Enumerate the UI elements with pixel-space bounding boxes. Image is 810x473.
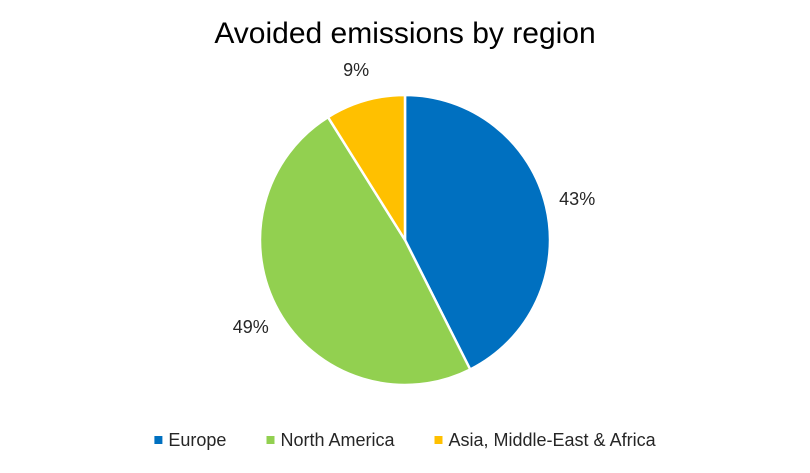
legend-label-europe: Europe (168, 430, 226, 450)
chart-title: Avoided emissions by region (214, 17, 595, 50)
pie-slice-europe (403, 93, 552, 371)
data-label-europe: 43% (559, 189, 595, 209)
legend-label-asia-middle-east-and-africa: Asia, Middle-East & Africa (449, 430, 657, 450)
data-label-asia-middle-east-and-africa: 9% (343, 60, 369, 80)
pie-data-labels: 43% 49% 9% (233, 60, 595, 337)
legend-swatch-asia-middle-east-and-africa (434, 436, 443, 444)
legend-label-north-america: North America (281, 430, 396, 450)
pie-slice-north-america (258, 115, 472, 387)
data-label-north-america: 49% (233, 317, 269, 337)
pie-slices (258, 93, 552, 387)
pie-slice-asia-middle-east-and-africa (326, 93, 407, 242)
legend-swatch-europe (154, 436, 163, 444)
legend-swatch-north-america (266, 436, 275, 444)
legend: Europe North America Asia, Middle-East & A… (154, 430, 657, 450)
